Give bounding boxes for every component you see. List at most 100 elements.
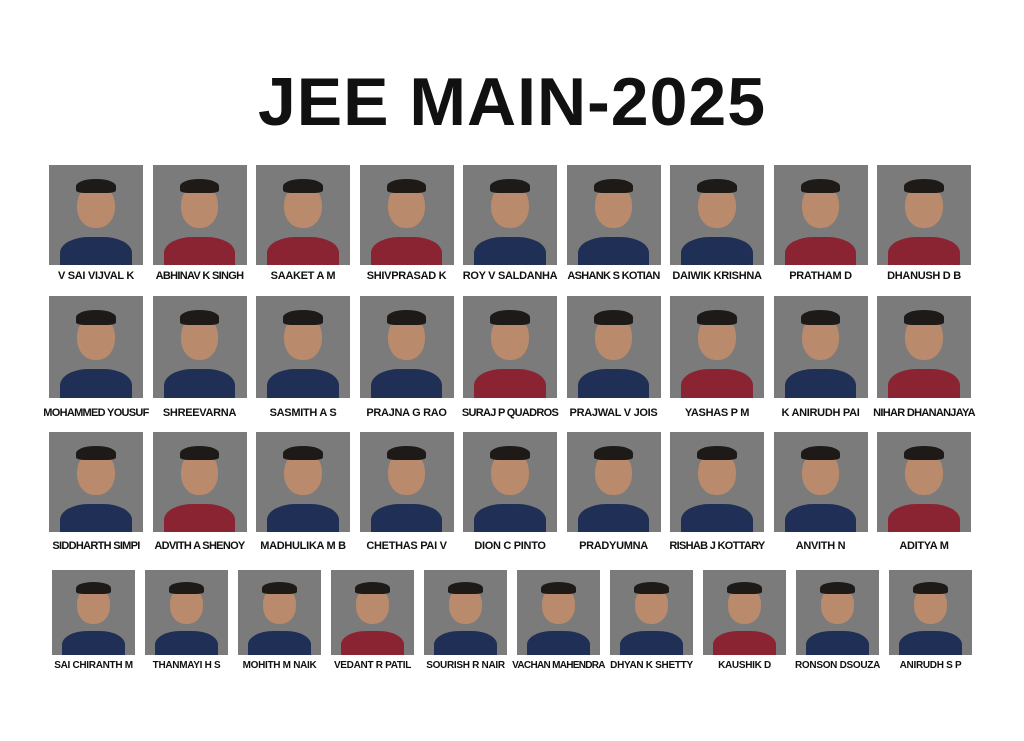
shirt [60,369,132,398]
student-name: DHANUSH D B [887,270,961,282]
shirt [163,237,236,265]
hair [75,581,112,595]
hair [76,446,116,461]
hair [697,446,737,461]
student-photo [238,570,321,655]
hair [283,310,323,325]
student-photo [359,432,454,532]
student-name: V SAI VIJVAL K [57,270,135,282]
student-photo [331,570,414,655]
student-photo [145,570,228,655]
shirt [681,369,753,398]
hair [76,310,116,325]
hair [386,310,427,325]
hair [386,446,427,461]
shirt [681,237,753,265]
student-name: YASHAS P M [684,407,750,419]
shirt [474,504,546,532]
shirt [474,237,546,265]
student-name: PRADYUMNA [579,540,648,552]
shirt [247,631,312,655]
student-name: MADHULIKA M B [260,540,346,552]
student-name: SAI CHIRANTH M [54,660,133,671]
student-photo [463,165,557,265]
hair [490,310,530,325]
student-name: K ANIRUDH PAI [781,407,860,419]
shirt [61,631,126,655]
student-photo [773,296,868,398]
student-photo [52,570,135,655]
student-photo [566,432,661,532]
student-photo [796,570,879,655]
hair [179,446,220,461]
shirt [784,504,857,532]
hair [283,179,323,194]
hair [490,179,530,194]
student-photo [256,165,350,265]
shirt [60,237,132,265]
student-name: ANVITH N [795,540,846,552]
hair [593,446,634,461]
student-name: SIDDHARTH SIMPI [52,540,140,552]
student-name: PRAJWAL V JOIS [569,407,658,419]
shirt [370,369,443,398]
student-name: SAAKET A M [270,270,336,282]
student-name: RONSON DSOUZA [795,660,880,671]
shirt [370,237,443,265]
hair [261,581,298,595]
hair [283,446,323,461]
shirt [474,369,546,398]
student-photo [152,432,247,532]
student-name: ADITYA M [899,540,949,552]
student-photo [152,165,247,265]
student-photo [359,296,454,398]
student-name: PRATHAM D [789,270,852,282]
student-name: DION C PINTO [474,540,546,552]
hair [726,581,763,595]
student-name: MOHITH M NAIK [242,660,317,671]
hair [912,581,949,595]
student-name: ASHANK S KOTIAN [567,270,660,282]
hair [540,581,577,595]
shirt [433,631,498,655]
shirt [619,631,684,655]
hair [593,179,634,194]
shirt [888,504,960,532]
shirt [163,369,236,398]
shirt [888,237,960,265]
student-photo [889,570,972,655]
shirt [577,504,650,532]
student-photo [49,165,143,265]
student-name: ROY V SALDANHA [462,270,558,282]
hair [447,581,484,595]
hair [593,310,634,325]
student-photo [256,432,350,532]
shirt [340,631,405,655]
shirt [681,504,753,532]
shirt [712,631,777,655]
shirt [577,369,650,398]
student-photo [359,165,454,265]
student-name: DHYAN K SHETTY [610,660,693,671]
student-photo [566,165,661,265]
student-photo [463,296,557,398]
shirt [784,237,857,265]
student-name: DAIWIK KRISHNA [672,270,762,282]
student-photo [670,165,764,265]
shirt [577,237,650,265]
hair [76,179,116,194]
shirt [60,504,132,532]
student-photo [49,432,143,532]
hair [904,179,944,194]
hair [697,310,737,325]
student-name: KAUSHIK D [718,660,771,671]
shirt [526,631,591,655]
shirt [267,369,339,398]
shirt [784,369,857,398]
student-name: MOHAMMED YOUSUF [43,407,149,419]
student-name: SHIVPRASAD K [366,270,447,282]
hair [819,581,856,595]
student-name: VACHAN MAHENDRA [512,660,605,671]
student-photo [49,296,143,398]
student-photo [877,296,971,398]
